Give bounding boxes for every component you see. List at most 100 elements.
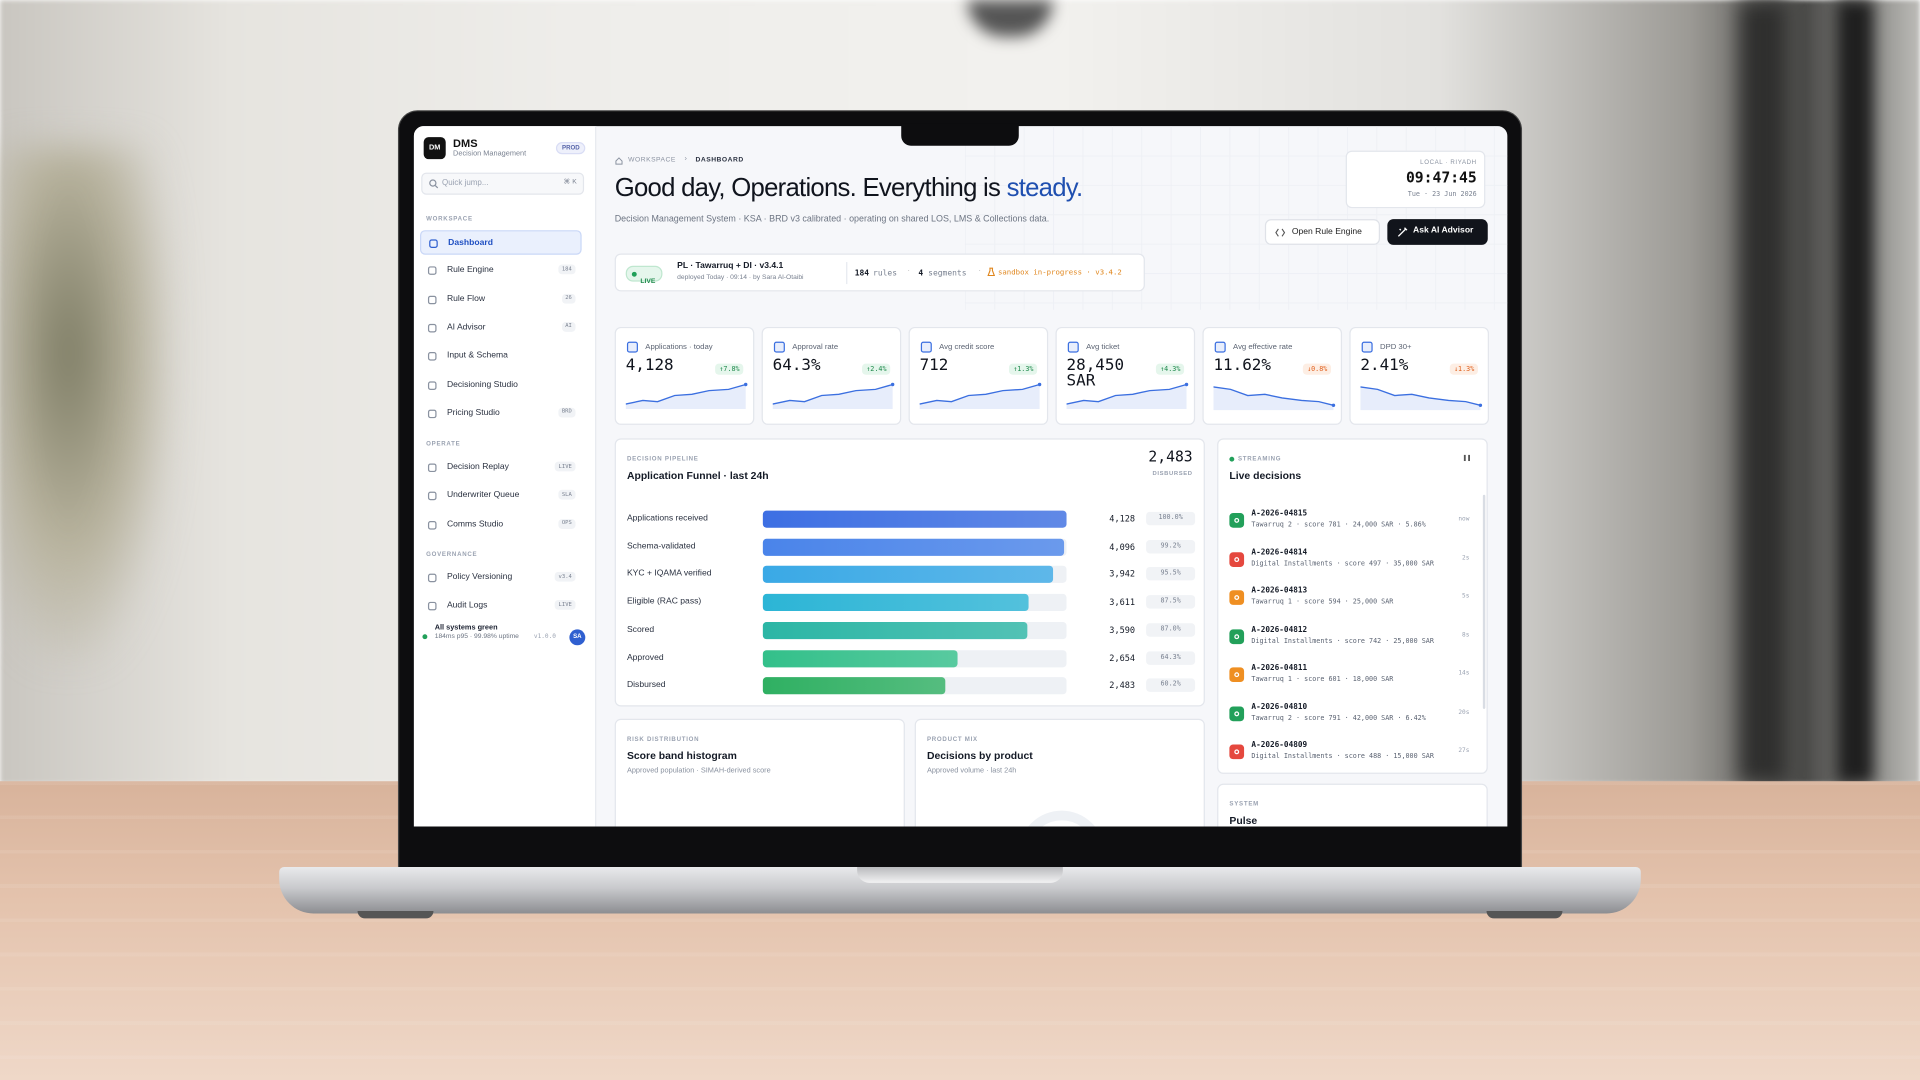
segments-label: segments bbox=[928, 268, 967, 278]
sparkline bbox=[772, 382, 895, 409]
brand-sub: Decision Management bbox=[453, 150, 527, 158]
nav-icon bbox=[427, 323, 437, 333]
nav-item[interactable]: AI Advisor AI bbox=[420, 316, 582, 340]
eyebrow: RISK DISTRIBUTION bbox=[626, 735, 700, 744]
status-dot bbox=[422, 634, 428, 640]
nav-label: Input & Schema bbox=[446, 351, 508, 361]
kpi-value: 11.62% bbox=[1213, 356, 1271, 375]
nav-section-title: OPERATE bbox=[426, 440, 461, 449]
sparkline bbox=[1213, 386, 1336, 411]
decision-icon-dot bbox=[1234, 556, 1240, 562]
decision-icon-dot bbox=[1234, 672, 1240, 678]
nav-icon bbox=[429, 239, 438, 248]
decision-icon-dot bbox=[1234, 749, 1240, 755]
nav-icon bbox=[427, 409, 437, 418]
funnel-bar bbox=[762, 677, 946, 695]
nav-badge: LIVE bbox=[554, 461, 576, 472]
backdrop-pillar bbox=[1738, 0, 1788, 784]
kpi-delta: ↑7.8% bbox=[715, 363, 744, 375]
card-title: Decisions by product bbox=[926, 749, 1033, 762]
nav-badge: AI bbox=[561, 321, 576, 332]
ask-ai-advisor-button[interactable]: Ask AI Advisor bbox=[1387, 219, 1488, 245]
decision-id: A-2026-04814 bbox=[1251, 547, 1308, 557]
decision-detail: Digital Installments · score 488 · 15,00… bbox=[1251, 753, 1434, 761]
backdrop-plant bbox=[0, 146, 172, 662]
nav-icon bbox=[427, 463, 437, 473]
eyebrow: DECISION PIPELINE bbox=[626, 455, 699, 463]
search[interactable]: Quick jump... ⌘ K bbox=[421, 172, 585, 195]
kpi-label: Approval rate bbox=[792, 342, 839, 352]
nav-badge: SLA bbox=[558, 490, 576, 500]
sparkline bbox=[1360, 386, 1483, 411]
decision-icon-dot bbox=[1234, 633, 1240, 639]
kpi-card: DPD 30+ 2.41% ↓1.3% bbox=[1349, 326, 1489, 425]
card-title: Live decisions bbox=[1229, 468, 1302, 482]
stage-share: 87.5% bbox=[1146, 595, 1196, 609]
stage-share: 95.5% bbox=[1146, 567, 1196, 581]
kpi-icon bbox=[626, 341, 638, 353]
laptop-foot bbox=[357, 911, 434, 919]
logo: DM bbox=[423, 137, 446, 160]
kpi-delta: ↓1.3% bbox=[1450, 363, 1478, 375]
open-rule-engine-button[interactable]: Open Rule Engine bbox=[1264, 219, 1380, 245]
clock-date: Tue · 23 Jun 2026 bbox=[1407, 191, 1477, 199]
kpi-value: 28,450 SAR bbox=[1066, 356, 1125, 391]
kpi-delta: ↓0.8% bbox=[1303, 363, 1332, 375]
card-subtitle: Approved volume · last 24h bbox=[926, 767, 1017, 776]
nav-item[interactable]: Rule Engine 184 bbox=[420, 259, 582, 283]
decision-icon-dot bbox=[1234, 710, 1240, 716]
divider bbox=[846, 262, 848, 285]
stage-label: Disbursed bbox=[626, 681, 666, 690]
nav-label: Decisioning Studio bbox=[446, 380, 518, 389]
kpi-icon bbox=[1361, 341, 1373, 353]
nav-icon bbox=[427, 266, 437, 276]
nav-item[interactable]: Dashboard bbox=[420, 230, 582, 255]
nav-item[interactable]: Policy Versioning v3.4 bbox=[420, 566, 582, 590]
decision-detail: Tawarruq 2 · score 781 · 24,000 SAR · 5.… bbox=[1251, 521, 1426, 529]
kpi-icon bbox=[773, 341, 785, 353]
eyebrow: SYSTEM bbox=[1229, 800, 1259, 809]
nav-item[interactable]: Input & Schema bbox=[420, 344, 582, 368]
decision-age: 20s bbox=[1458, 708, 1470, 716]
plan-badge: PROD bbox=[555, 142, 586, 155]
live-card: STREAMING Live decisions A-2026-04815 Tawar… bbox=[1217, 438, 1488, 774]
kpi-icon bbox=[1214, 341, 1226, 353]
clock-label: LOCAL · RIYADH bbox=[1420, 159, 1477, 167]
kpi-value: 4,128 bbox=[625, 356, 674, 375]
clock-card: LOCAL · RIYADH 09:47:45 Tue · 23 Jun 2026 bbox=[1345, 150, 1486, 209]
live-dot bbox=[631, 271, 637, 277]
greeting-accent: steady. bbox=[1006, 173, 1084, 203]
kpi-value: 64.3% bbox=[772, 356, 821, 375]
nav-badge: LIVE bbox=[554, 600, 576, 611]
nav-label: Rule Flow bbox=[446, 294, 486, 304]
eyebrow: STREAMING bbox=[1237, 455, 1282, 463]
stage-share: 60.2% bbox=[1146, 678, 1196, 693]
nav-item[interactable]: Decisioning Studio bbox=[420, 373, 582, 397]
sparkline bbox=[1066, 382, 1189, 409]
decision-detail: Digital Installments · score 497 · 35,00… bbox=[1251, 560, 1434, 568]
decision-age: 5s bbox=[1462, 592, 1470, 600]
kpi-card: Avg effective rate 11.62% ↓0.8% bbox=[1202, 326, 1343, 425]
nav-item[interactable]: Comms Studio OPS bbox=[420, 513, 582, 537]
nav-label: Policy Versioning bbox=[446, 573, 513, 582]
nav-item[interactable]: Underwriter Queue SLA bbox=[420, 484, 582, 508]
nav-label: AI Advisor bbox=[446, 323, 486, 332]
sparkline bbox=[919, 382, 1042, 409]
panel-card: RISK DISTRIBUTION Score band histogram App… bbox=[614, 718, 905, 827]
kpi-value: 712 bbox=[919, 356, 949, 375]
nav-item[interactable]: Audit Logs LIVE bbox=[420, 594, 582, 618]
decision-icon-dot bbox=[1234, 517, 1240, 523]
decision-detail: Tawarruq 1 · score 601 · 18,000 SAR bbox=[1251, 675, 1394, 684]
nav-item[interactable]: Rule Flow 26 bbox=[420, 287, 582, 311]
nav-item[interactable]: Decision Replay LIVE bbox=[420, 456, 582, 480]
stage-label: Approved bbox=[626, 653, 664, 662]
nav-icon bbox=[427, 352, 437, 361]
nav-badge: BRD bbox=[558, 407, 576, 418]
nav-item[interactable]: Pricing Studio BRD bbox=[420, 401, 582, 425]
avatar[interactable]: SA bbox=[569, 629, 586, 646]
kpi-label: Avg effective rate bbox=[1233, 342, 1293, 352]
funnel-total-label: DISBURSED bbox=[1152, 471, 1193, 478]
sidebar: DM DMS Decision Management PROD Quick jump..… bbox=[413, 126, 597, 827]
funnel-card: DECISION PIPELINE Application Funnel · la… bbox=[614, 438, 1205, 707]
